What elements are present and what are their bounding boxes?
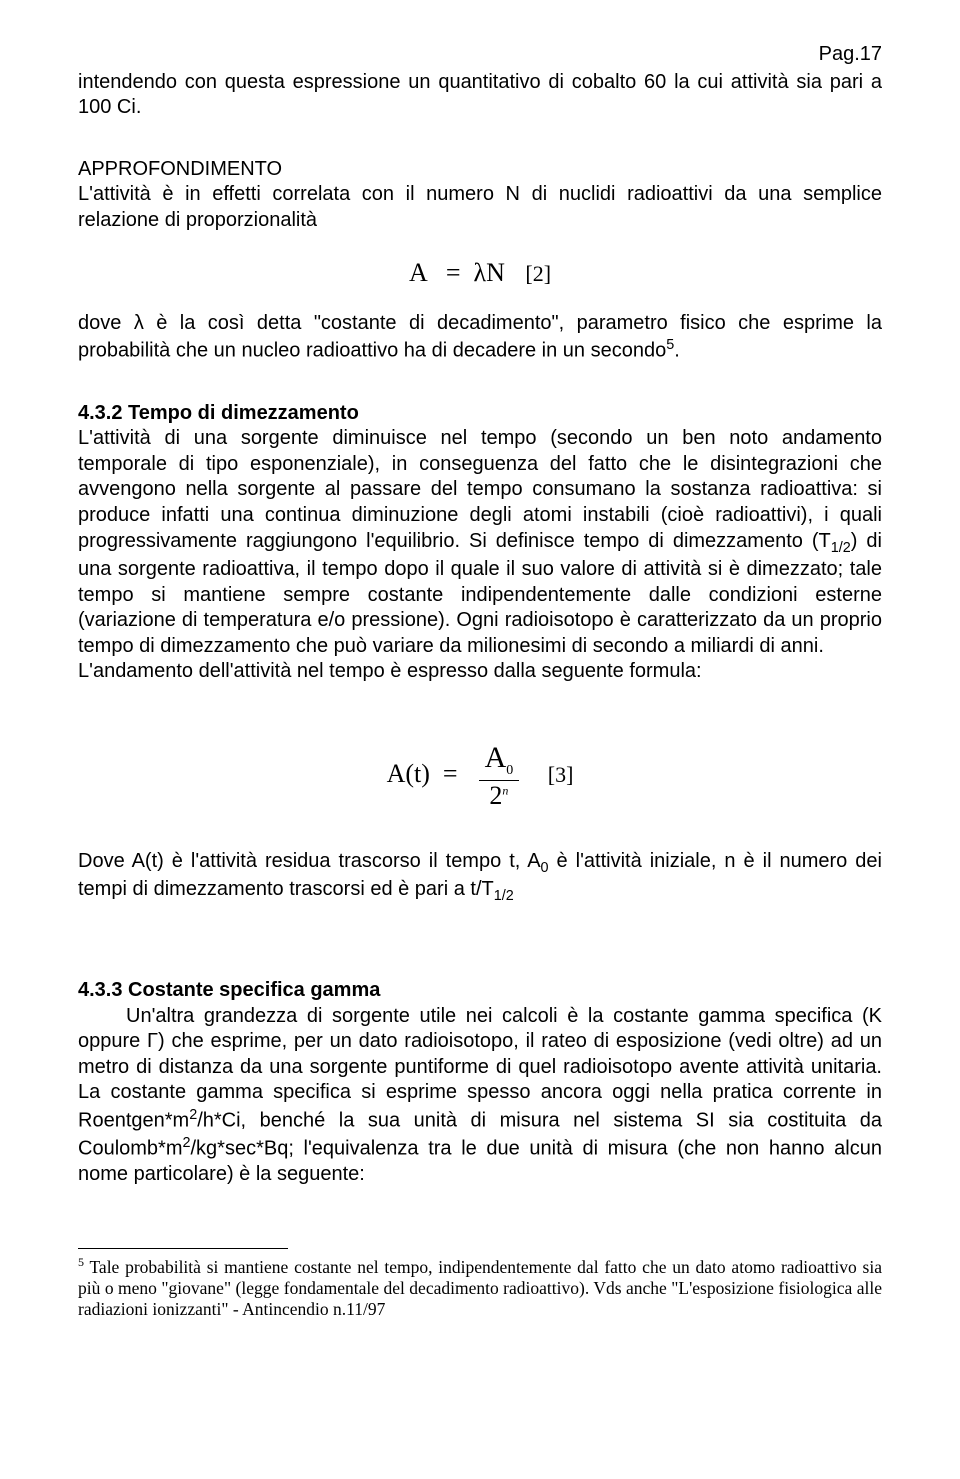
section-4-3-3-title: Costante specifica gamma	[128, 979, 380, 1001]
section-4-3-2-line2: L'andamento dell'attività nel tempo è es…	[78, 659, 882, 685]
eq2-equals: =	[446, 258, 461, 287]
eq2-n: N	[486, 258, 505, 287]
sec433-sup-2: 2	[182, 1135, 190, 1151]
sec432-text-a: L'attività di una sorgente diminuisce ne…	[78, 427, 882, 551]
eq2-label: [2]	[525, 261, 551, 286]
footnote-5: 5 Tale probabilità si mantiene costante …	[78, 1255, 882, 1320]
sec433-text-c: /kg*sec*Bq; l'equivalenza tra le due uni…	[78, 1138, 882, 1186]
eq3-num-a: A	[485, 741, 507, 774]
section-4-3-3-body: Un'altra grandezza di sorgente utile nei…	[78, 1004, 882, 1188]
after-eq3-paragraph: Dove A(t) è l'attività residua trascorso…	[78, 849, 882, 906]
eq3-den-exp: n	[502, 783, 508, 797]
eq3-denominator: 2n	[479, 781, 520, 809]
section-4-3-2-body: L'attività di una sorgente diminuisce ne…	[78, 426, 882, 659]
section-4-3-2: 4.3.2 Tempo di dimezzamento	[78, 401, 882, 427]
equation-3: A(t) = A0 2n [3]	[78, 743, 882, 809]
after-eq2-text-b: è la così detta "costante di decadimento…	[78, 312, 882, 362]
eq3-equals: =	[443, 759, 458, 788]
section-4-3-2-title: Tempo di dimezzamento	[128, 402, 359, 424]
after-eq3-text-a: Dove A(t) è l'attività residua trascorso…	[78, 850, 541, 872]
sec432-sub-half: 1/2	[831, 540, 851, 556]
equation-2: A = λN [2]	[78, 256, 882, 289]
approfondimento-body: L'attività è in effetti correlata con il…	[78, 182, 882, 233]
eq2-lhs: A	[409, 258, 426, 287]
eq2-lambda: λ	[473, 258, 486, 287]
eq3-numerator: A0	[479, 743, 520, 781]
eq3-num-sub0: 0	[506, 763, 513, 778]
eq3-lhs: A(t)	[387, 759, 430, 788]
page-number: Pag.17	[78, 42, 882, 68]
lambda-symbol: λ	[134, 312, 144, 334]
footnote-separator	[78, 1248, 288, 1249]
eq3-label: [3]	[548, 762, 574, 787]
eq3-den-base: 2	[489, 781, 502, 810]
after-eq2-paragraph: dove λ è la così detta "costante di deca…	[78, 311, 882, 365]
section-4-3-2-heading: 4.3.2 Tempo di dimezzamento	[78, 402, 359, 424]
footnote-5-text: Tale probabilità si mantiene costante ne…	[78, 1257, 882, 1319]
sec433-sup-1: 2	[189, 1107, 197, 1123]
section-4-3-3-heading: 4.3.3 Costante specifica gamma	[78, 979, 380, 1001]
after-eq3-sub0: 0	[541, 860, 549, 876]
section-4-3-3-number: 4.3.3	[78, 979, 128, 1001]
after-eq2-text-a: dove	[78, 312, 134, 334]
section-4-3-2-number: 4.3.2	[78, 402, 128, 424]
intro-paragraph: intendendo con questa espressione un qua…	[78, 70, 882, 121]
after-eq3-sub-half: 1/2	[494, 888, 514, 904]
section-4-3-3: 4.3.3 Costante specifica gamma	[78, 978, 882, 1004]
approfondimento-heading: APPROFONDIMENTO	[78, 157, 882, 183]
eq3-fraction: A0 2n	[479, 743, 520, 809]
page: Pag.17 intendendo con questa espressione…	[0, 0, 960, 1368]
after-eq2-text-c: .	[674, 340, 680, 362]
